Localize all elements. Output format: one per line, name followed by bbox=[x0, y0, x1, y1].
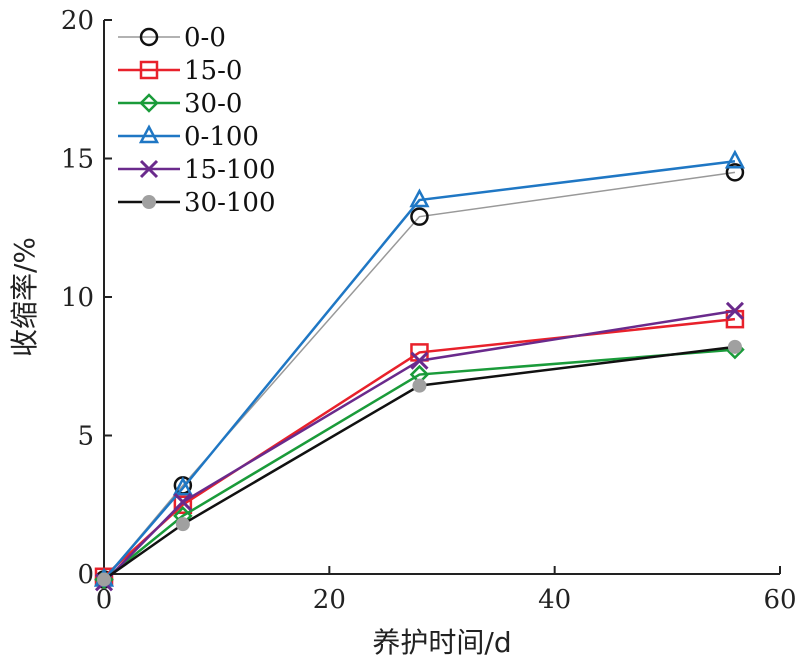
series-15-100 bbox=[94, 301, 744, 592]
x-axis-title: 养护时间/d bbox=[372, 626, 511, 659]
data-point bbox=[172, 476, 193, 496]
marker-stroke bbox=[725, 301, 744, 320]
legend-label: 0-0 bbox=[184, 23, 226, 53]
y-tick-label: 10 bbox=[61, 283, 94, 313]
legend-entry: 30-100 bbox=[118, 188, 276, 218]
y-tick-label: 20 bbox=[61, 6, 94, 36]
series-layer bbox=[93, 149, 746, 592]
x-tick-label: 40 bbox=[538, 585, 571, 615]
series-30-100 bbox=[97, 339, 742, 587]
y-axis-title: 收缩率/% bbox=[8, 237, 41, 357]
legend-label: 0-100 bbox=[184, 122, 259, 152]
marker-stroke bbox=[410, 351, 429, 370]
data-point bbox=[410, 351, 429, 370]
series-line bbox=[103, 348, 736, 581]
data-point bbox=[173, 492, 192, 512]
y-tick-label: 0 bbox=[77, 560, 94, 590]
legend-marker bbox=[138, 124, 160, 144]
y-tick-label: 15 bbox=[61, 145, 94, 175]
series-15-0 bbox=[94, 309, 745, 587]
legend-entry: 15-100 bbox=[118, 155, 276, 185]
data-point bbox=[409, 188, 430, 208]
data-point bbox=[173, 495, 193, 514]
data-point bbox=[725, 301, 744, 320]
legend-entry: 0-0 bbox=[118, 23, 226, 53]
legend-entry: 0-100 bbox=[118, 122, 259, 152]
legend-marker bbox=[142, 195, 156, 209]
series-line bbox=[103, 309, 736, 584]
x-tick-label: 20 bbox=[313, 585, 346, 615]
x-tick-label: 0 bbox=[96, 585, 113, 615]
legend-marker bbox=[139, 27, 159, 47]
data-point bbox=[724, 149, 746, 169]
legend-label: 30-100 bbox=[184, 188, 276, 218]
data-point bbox=[412, 378, 427, 393]
series-line bbox=[103, 345, 736, 581]
marker-stroke bbox=[173, 492, 192, 512]
marker-stroke bbox=[139, 159, 159, 179]
legend-marker bbox=[139, 93, 159, 113]
axes: 0 20 40 60 0 5 10 15 20 bbox=[61, 6, 797, 615]
series-line bbox=[103, 160, 736, 581]
legend-marker bbox=[139, 159, 159, 179]
legend-marker bbox=[139, 60, 159, 80]
x-tick-label: 60 bbox=[763, 585, 796, 615]
data-point bbox=[727, 339, 742, 354]
series-30-0 bbox=[94, 339, 745, 590]
data-point bbox=[410, 207, 429, 226]
data-point bbox=[725, 163, 745, 182]
legend-entry: 30-0 bbox=[118, 89, 242, 119]
legend-label: 15-100 bbox=[184, 155, 276, 185]
y-tick-label: 5 bbox=[77, 422, 94, 452]
legend-label: 30-0 bbox=[184, 89, 242, 119]
data-point bbox=[97, 572, 111, 587]
legend-entry: 15-0 bbox=[118, 56, 242, 86]
legend-label: 15-0 bbox=[184, 56, 242, 86]
data-point bbox=[175, 517, 190, 532]
